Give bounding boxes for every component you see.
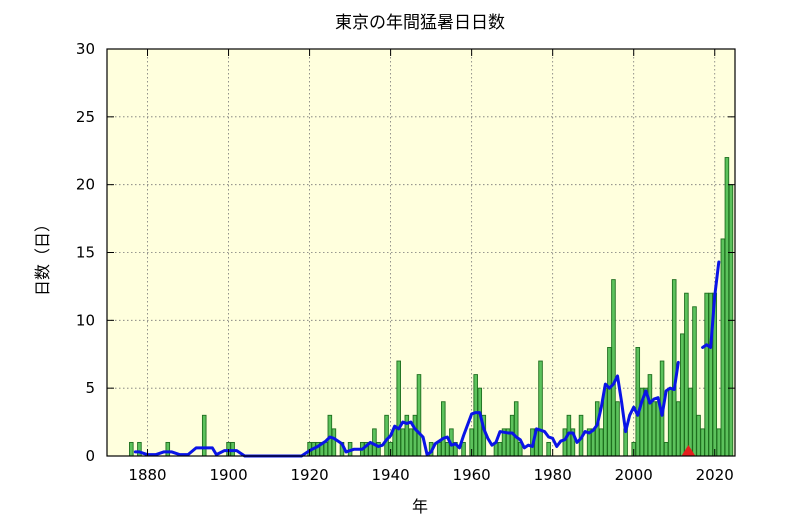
bar xyxy=(716,428,722,457)
bar xyxy=(700,428,705,457)
bar xyxy=(384,414,389,457)
triangle-marker xyxy=(681,445,696,456)
bar xyxy=(599,428,604,457)
x-tick-label: 2000 xyxy=(615,466,653,484)
y-tick-label: 10 xyxy=(76,311,95,329)
bar xyxy=(461,441,466,457)
x-tick-label: 1880 xyxy=(128,466,166,484)
bar xyxy=(404,414,410,457)
bar xyxy=(441,401,446,457)
bar xyxy=(416,374,422,457)
bar xyxy=(704,292,709,457)
bar xyxy=(473,374,478,457)
bar xyxy=(396,360,401,457)
bar xyxy=(688,387,693,457)
y-tick-label: 20 xyxy=(76,176,95,194)
bar xyxy=(615,401,620,457)
moving-average-line xyxy=(133,360,680,458)
bar xyxy=(611,279,616,457)
bar xyxy=(651,401,657,457)
bar xyxy=(497,441,503,457)
axis-ticks xyxy=(107,48,735,457)
y-tick-label: 15 xyxy=(76,244,95,262)
y-axis-title: 日数（日） xyxy=(33,216,52,296)
bar xyxy=(635,347,641,457)
y-axis-tick-labels: 0 5 10 15 20 25 30 xyxy=(76,40,95,465)
bar xyxy=(607,347,612,457)
bar xyxy=(129,441,134,457)
line-series xyxy=(133,260,721,458)
y-tick-label: 5 xyxy=(85,379,95,397)
bar xyxy=(412,414,418,457)
bar xyxy=(696,414,701,457)
bar xyxy=(323,441,329,457)
y-tick-label: 0 xyxy=(85,447,95,465)
bar xyxy=(647,374,653,457)
bar xyxy=(137,441,142,457)
x-tick-label: 1940 xyxy=(372,466,410,484)
bar xyxy=(667,387,673,457)
bar xyxy=(436,441,442,457)
bar xyxy=(538,360,543,457)
bar xyxy=(408,428,414,457)
bar xyxy=(590,428,596,457)
bar xyxy=(676,401,681,457)
bar xyxy=(165,441,171,457)
y-tick-label: 25 xyxy=(76,108,95,126)
x-axis-tick-labels: 1880 1900 1920 1940 1960 1980 2000 2020 xyxy=(128,466,733,484)
bar xyxy=(724,157,730,457)
x-axis-title: 年 xyxy=(412,497,428,516)
x-tick-label: 2020 xyxy=(696,466,734,484)
moving-average-line xyxy=(701,260,721,349)
x-tick-label: 1980 xyxy=(534,466,572,484)
bar xyxy=(680,333,685,457)
y-tick-label: 30 xyxy=(76,40,95,58)
bar xyxy=(692,306,697,457)
chart-title: 東京の年間猛暑日日数 xyxy=(335,13,505,33)
bar xyxy=(671,279,677,457)
bar xyxy=(201,414,207,457)
bar xyxy=(400,428,406,457)
x-tick-label: 1900 xyxy=(209,466,247,484)
bar xyxy=(546,441,551,457)
bar xyxy=(562,428,568,457)
x-tick-label: 1960 xyxy=(453,466,491,484)
bar xyxy=(684,292,689,457)
x-tick-label: 1920 xyxy=(290,466,328,484)
annotation-markers xyxy=(681,445,696,456)
bar xyxy=(663,441,669,457)
bar xyxy=(331,428,337,457)
bar xyxy=(445,441,450,457)
bar xyxy=(513,401,519,457)
bar xyxy=(720,238,726,457)
